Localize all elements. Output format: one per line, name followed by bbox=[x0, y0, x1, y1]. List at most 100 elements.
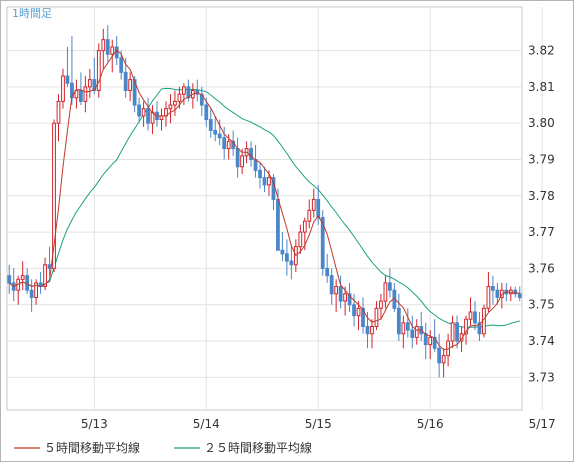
candle-body-up bbox=[96, 50, 101, 92]
candle bbox=[401, 315, 406, 349]
candle bbox=[137, 97, 141, 124]
candle-body-down bbox=[79, 90, 83, 102]
candle-body-up bbox=[343, 293, 347, 302]
candle-body-up bbox=[110, 46, 115, 55]
candle bbox=[383, 275, 388, 309]
candle bbox=[307, 199, 312, 229]
candle bbox=[56, 94, 61, 142]
candle-body-down bbox=[361, 307, 365, 327]
candle-body-down bbox=[316, 198, 321, 219]
candle-body-up bbox=[240, 155, 244, 168]
candle-body-up bbox=[83, 86, 88, 102]
candle bbox=[96, 43, 101, 98]
candle-body-up bbox=[486, 286, 491, 309]
candle-body-down bbox=[208, 119, 213, 131]
candle-body-up bbox=[128, 79, 133, 92]
x-axis-ticks: 5/13 5/14 5/15 5/16 5/17 bbox=[81, 417, 556, 431]
candle bbox=[441, 348, 446, 378]
candle-body-down bbox=[217, 133, 222, 139]
candle bbox=[455, 315, 459, 349]
candle bbox=[285, 239, 289, 276]
candle-body-up bbox=[43, 264, 47, 288]
candle bbox=[370, 319, 374, 349]
candle bbox=[79, 72, 83, 106]
candle bbox=[410, 315, 415, 349]
candle bbox=[388, 268, 392, 298]
y-tick-label: 3.76 bbox=[528, 261, 555, 275]
candle bbox=[289, 246, 294, 280]
candle bbox=[311, 188, 316, 218]
candle bbox=[253, 144, 258, 178]
x-tick-label: 5/13 bbox=[81, 417, 108, 431]
candle bbox=[61, 68, 65, 109]
candle-body-down bbox=[276, 198, 280, 251]
candle bbox=[262, 166, 267, 193]
candle bbox=[423, 322, 428, 360]
candle bbox=[208, 108, 213, 138]
candle bbox=[182, 83, 186, 106]
ma25-line-layer bbox=[8, 87, 520, 328]
candle-body-up bbox=[302, 220, 307, 233]
candle-body-up bbox=[56, 100, 61, 124]
candle-body-down bbox=[258, 169, 262, 179]
x-tick-label: 5/15 bbox=[305, 417, 332, 431]
candle bbox=[141, 101, 146, 127]
candle-body-up bbox=[370, 325, 374, 335]
candle bbox=[92, 57, 97, 95]
candle-body-down bbox=[29, 289, 34, 298]
grid-lines bbox=[7, 7, 543, 410]
candle bbox=[334, 279, 339, 312]
y-tick-label: 3.81 bbox=[528, 80, 555, 94]
candle-body-down bbox=[204, 104, 209, 121]
candle bbox=[258, 163, 262, 189]
candle-body-up bbox=[20, 275, 25, 280]
ma25-line bbox=[8, 87, 520, 328]
x-tick-label: 5/14 bbox=[193, 417, 220, 431]
candle-body-down bbox=[235, 148, 240, 168]
candle-body-down bbox=[253, 158, 258, 171]
y-tick-label: 3.78 bbox=[528, 189, 555, 203]
candle-body-down bbox=[477, 322, 482, 335]
candle bbox=[477, 311, 482, 342]
candle bbox=[320, 210, 325, 276]
candle-body-down bbox=[423, 333, 428, 346]
candle-body-down bbox=[249, 148, 253, 160]
candle bbox=[379, 293, 383, 320]
timeframe-label: 1時間足 bbox=[12, 7, 52, 20]
candle-body-down bbox=[92, 79, 97, 92]
candle bbox=[491, 275, 495, 305]
candle bbox=[173, 90, 177, 116]
x-tick-label: 5/16 bbox=[417, 417, 444, 431]
candle-body-down bbox=[146, 108, 150, 124]
candle-body-up bbox=[311, 198, 316, 211]
y-tick-label: 3.73 bbox=[528, 370, 555, 384]
candle-body-up bbox=[356, 307, 361, 317]
candle bbox=[204, 97, 209, 127]
candle bbox=[374, 301, 379, 331]
candle-body-up bbox=[414, 325, 419, 338]
candle bbox=[356, 301, 361, 331]
candle bbox=[222, 126, 227, 160]
candle-body-down bbox=[285, 253, 289, 262]
candle-body-up bbox=[428, 336, 433, 346]
candle bbox=[213, 115, 218, 142]
y-axis-ticks: 3.73 3.74 3.75 3.76 3.77 3.78 3.79 3.80 3.81 3.82 bbox=[528, 44, 555, 385]
legend: ５時間移動平均線 ２５時間移動平均線 bbox=[14, 440, 312, 455]
candle-body-up bbox=[226, 140, 231, 150]
candle bbox=[450, 315, 455, 349]
candle-body-up bbox=[159, 115, 164, 121]
candle-body-up bbox=[307, 209, 312, 222]
candle-body-up bbox=[334, 286, 339, 295]
candle bbox=[414, 319, 419, 345]
candle-body-up bbox=[141, 108, 146, 117]
candle-body-up bbox=[464, 318, 468, 335]
candle-body-up bbox=[52, 122, 56, 269]
candle-body-down bbox=[199, 93, 204, 106]
candle bbox=[87, 68, 92, 98]
candle bbox=[29, 279, 34, 312]
candle bbox=[329, 268, 334, 305]
candle bbox=[65, 46, 70, 87]
y-tick-label: 3.82 bbox=[528, 44, 555, 58]
candle-body-down bbox=[132, 79, 137, 106]
candle-body-down bbox=[352, 304, 356, 317]
